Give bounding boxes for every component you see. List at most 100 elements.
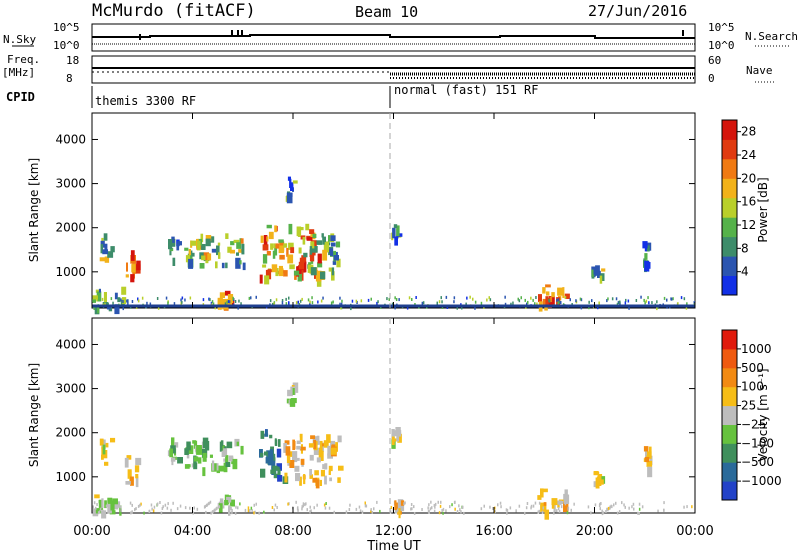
velocity-cell	[231, 508, 233, 512]
velocity-cell	[229, 499, 235, 507]
power-cell	[647, 296, 649, 300]
velocity-cell	[506, 508, 509, 512]
velocity-cell	[459, 508, 461, 512]
power-cell	[207, 253, 212, 261]
velocity-cell	[551, 502, 555, 509]
velocity-cell	[310, 435, 316, 440]
velocity-cell	[229, 505, 231, 509]
power-cell	[98, 297, 100, 301]
velocity-cell	[607, 506, 610, 510]
power-cell	[330, 235, 336, 242]
power-cell	[103, 233, 108, 241]
velocity-cell	[316, 457, 321, 463]
velocity-cell	[648, 446, 652, 457]
power-cell	[203, 252, 209, 261]
power-cell	[208, 297, 210, 301]
velocity-cell	[232, 458, 238, 470]
velocity-cell	[211, 460, 215, 471]
velocity-cell	[602, 511, 605, 515]
power-cell	[272, 250, 276, 259]
velocity-cell	[616, 511, 619, 515]
freq-panel: Freq. [MHz] 18 8 Nave 60 0	[2, 53, 775, 85]
power-cell	[294, 274, 297, 280]
velocity-cell	[615, 501, 617, 505]
velocity-cell	[96, 503, 98, 506]
velocity-cell	[437, 500, 439, 504]
power-cell	[274, 225, 277, 233]
power-cell	[299, 257, 305, 263]
velocity-cell	[410, 503, 413, 506]
power-cell	[340, 302, 343, 306]
time-axis: 00:00 04:00 08:00 12:00 16:00 20:00 00:00	[73, 113, 714, 539]
power-colorbar-tick-label: 24	[741, 148, 756, 162]
power-cell	[191, 252, 195, 257]
velocity-colorbar-tick-label: −100	[741, 436, 774, 450]
power-cell	[95, 289, 99, 293]
velocity-cell	[231, 511, 233, 515]
power-cell	[281, 301, 284, 305]
velocity-cell	[359, 509, 362, 513]
velocity-cell	[202, 467, 206, 477]
velocity-cell	[140, 502, 142, 506]
velocity-cell	[314, 470, 319, 476]
power-cell	[320, 299, 323, 303]
velocity-colorbar-tick-label: 500	[741, 361, 764, 375]
power-cell	[266, 224, 272, 229]
power-cell	[211, 300, 214, 304]
time-tick-label: 16:00	[475, 524, 512, 539]
velocity-cell	[263, 510, 265, 514]
power-cell	[114, 304, 120, 315]
power-cell	[376, 301, 378, 305]
power-cell	[295, 301, 298, 305]
power-cell	[286, 192, 293, 204]
power-colorbar: 4 8 12 16 20 24 28 Power [dB]	[721, 119, 770, 296]
velocity-cell	[240, 445, 244, 455]
power-y-tick-label: 2000	[55, 221, 86, 235]
velocity-cell	[104, 500, 107, 509]
velocity-cell	[421, 508, 423, 511]
power-colorbar-cell	[722, 120, 737, 140]
velocity-cell	[250, 506, 253, 510]
power-cell	[269, 299, 272, 303]
power-cell	[226, 300, 228, 304]
velocity-cell	[292, 451, 298, 463]
power-y-tick-label: 3000	[55, 177, 86, 191]
velocity-cell	[544, 509, 549, 520]
power-cell	[233, 239, 240, 243]
power-cell	[262, 264, 267, 268]
time-tick-label: 04:00	[174, 524, 211, 539]
power-cell	[322, 296, 324, 300]
power-echo-region	[642, 241, 652, 273]
power-cell	[117, 297, 121, 303]
velocity-cell	[230, 507, 232, 510]
velocity-echo-region	[259, 429, 289, 484]
power-cell	[663, 296, 666, 300]
velocity-cell	[297, 508, 299, 512]
velocity-cell	[264, 451, 268, 456]
velocity-y-tick-label: 1000	[55, 470, 86, 484]
velocity-cell	[398, 508, 401, 519]
power-echo-region	[285, 176, 298, 204]
power-cell	[625, 298, 627, 302]
velocity-cell	[151, 507, 153, 511]
velocity-cell	[553, 502, 556, 513]
power-cell	[624, 301, 627, 305]
velocity-cell	[371, 511, 373, 514]
velocity-cell	[364, 504, 367, 508]
power-cell	[168, 239, 173, 250]
velocity-cell	[288, 502, 290, 506]
velocity-cell	[113, 502, 119, 510]
power-cell	[310, 267, 317, 276]
power-cell	[285, 297, 287, 301]
velocity-cell	[253, 511, 255, 515]
velocity-colorbar-cell	[722, 367, 737, 388]
velocity-cell	[442, 511, 444, 515]
power-cell	[264, 275, 270, 285]
velocity-cell	[289, 398, 296, 407]
velocity-cell	[543, 488, 548, 493]
velocity-cell	[159, 501, 161, 504]
velocity-cell	[219, 441, 223, 452]
power-cell	[335, 241, 341, 248]
power-cell	[200, 233, 204, 243]
freq-tick-high: 18	[66, 54, 79, 67]
